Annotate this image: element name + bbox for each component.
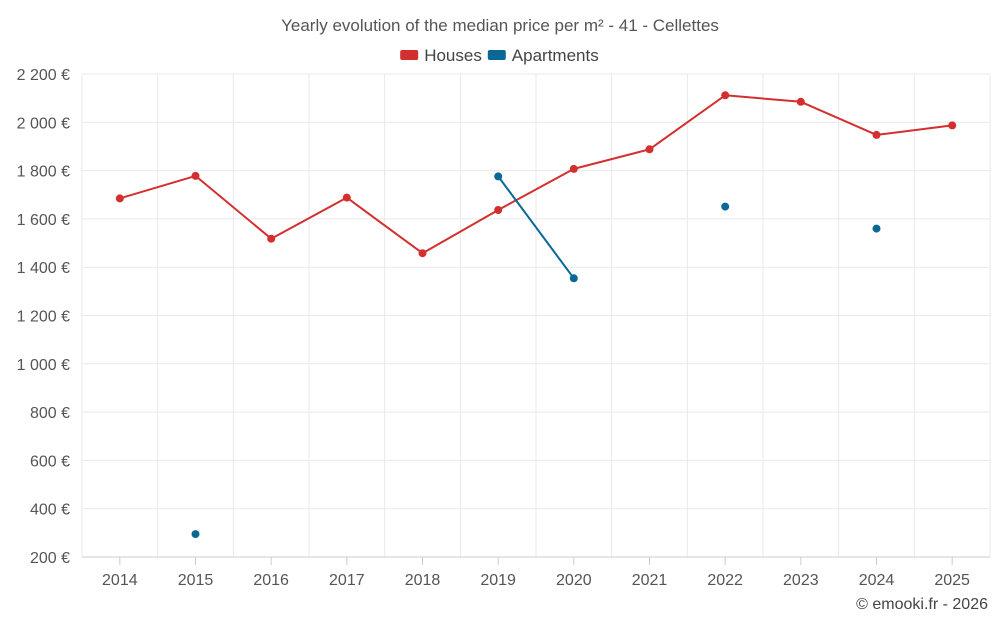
y-tick-label: 2 000 € bbox=[17, 115, 70, 132]
data-point-houses bbox=[569, 164, 578, 173]
credit-text: © emooki.fr - 2026 bbox=[856, 596, 988, 613]
data-point-houses bbox=[721, 91, 730, 100]
data-point-houses bbox=[342, 193, 351, 202]
x-tick-label: 2015 bbox=[178, 572, 214, 589]
data-point-houses bbox=[872, 130, 881, 139]
x-tick-label: 2023 bbox=[783, 572, 819, 589]
y-tick-label: 200 € bbox=[30, 550, 70, 567]
data-point-houses bbox=[191, 171, 200, 180]
y-tick-label: 1 600 € bbox=[17, 212, 70, 229]
x-tick-label: 2021 bbox=[632, 572, 668, 589]
y-tick-label: 1 400 € bbox=[17, 260, 70, 277]
y-tick-label: 800 € bbox=[30, 405, 70, 422]
series-line-houses bbox=[119, 94, 953, 255]
data-point-houses bbox=[115, 194, 124, 203]
legend: Houses Apartments bbox=[400, 46, 599, 65]
y-tick-label: 600 € bbox=[30, 453, 70, 470]
y-tick-label: 1 800 € bbox=[17, 164, 70, 181]
series-layer bbox=[115, 91, 957, 539]
x-tick-label: 2018 bbox=[405, 572, 441, 589]
legend-label-apartments: Apartments bbox=[512, 46, 599, 65]
data-point-houses bbox=[267, 234, 276, 243]
x-tick-label: 2014 bbox=[102, 572, 138, 589]
axis-layer: 200 € 400 € 600 € 800 € 1 000 € 1 200 € 1 400 … bbox=[17, 67, 990, 589]
grid-layer bbox=[81, 73, 991, 557]
x-tick-label: 2022 bbox=[707, 572, 743, 589]
data-point-apartments bbox=[872, 224, 881, 233]
x-tick-label: 2025 bbox=[934, 572, 970, 589]
chart-title: Yearly evolution of the median price per… bbox=[281, 16, 719, 35]
data-point-apartments bbox=[494, 172, 503, 181]
data-point-houses bbox=[418, 249, 427, 258]
x-tick-label: 2017 bbox=[329, 572, 365, 589]
data-point-houses bbox=[948, 121, 957, 130]
x-tick-label: 2019 bbox=[480, 572, 516, 589]
data-point-houses bbox=[494, 206, 503, 214]
data-point-houses bbox=[796, 97, 805, 106]
data-point-houses bbox=[645, 145, 654, 154]
legend-swatch-houses bbox=[400, 50, 419, 60]
data-point-apartments bbox=[721, 202, 730, 211]
data-point-apartments bbox=[191, 530, 200, 539]
y-tick-label: 2 200 € bbox=[17, 67, 70, 84]
y-tick-label: 400 € bbox=[30, 502, 70, 519]
y-tick-label: 1 000 € bbox=[17, 357, 70, 374]
legend-label-houses: Houses bbox=[424, 46, 482, 65]
series-line-apartments bbox=[497, 175, 575, 279]
x-tick-label: 2024 bbox=[859, 572, 895, 589]
x-tick-label: 2016 bbox=[253, 572, 289, 589]
y-tick-label: 1 200 € bbox=[17, 309, 70, 326]
data-point-apartments bbox=[569, 274, 578, 283]
x-tick-label: 2020 bbox=[556, 572, 592, 589]
legend-swatch-apartments bbox=[487, 50, 506, 60]
